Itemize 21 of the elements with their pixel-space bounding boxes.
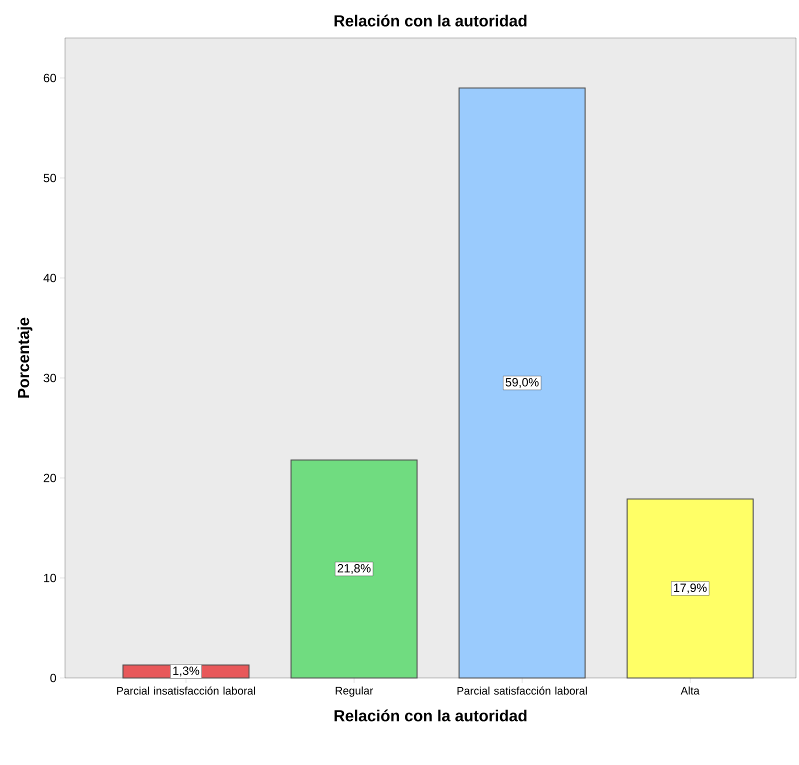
y-tick-label: 0 bbox=[50, 674, 56, 682]
x-tick-label: Parcial satisfacción laboral bbox=[458, 686, 587, 695]
bar bbox=[626, 498, 754, 678]
y-tick-label: 50 bbox=[44, 174, 56, 182]
bar bbox=[290, 459, 418, 678]
y-tick-label: 10 bbox=[44, 574, 56, 582]
chart-title: Relación con la autoridad bbox=[334, 14, 526, 26]
x-axis-title: Relación con la autoridad bbox=[334, 710, 526, 722]
y-tick-label: 60 bbox=[44, 74, 56, 82]
bar bbox=[458, 87, 586, 678]
y-tick-label: 40 bbox=[43, 274, 56, 282]
y-tick-label: 30 bbox=[44, 374, 56, 382]
data-label: 59,0% bbox=[506, 378, 539, 388]
y-tick-label: 20 bbox=[44, 474, 56, 482]
x-tick-label: Parcial insatisfacción laboral bbox=[117, 686, 255, 695]
data-label: 1,3% bbox=[173, 666, 200, 676]
y-axis-title: Porcentaje bbox=[17, 318, 32, 398]
data-label: 17,9% bbox=[674, 584, 707, 594]
x-tick-label: Alta bbox=[680, 686, 700, 695]
data-label: 21,8% bbox=[338, 564, 371, 574]
x-tick-label: Regular bbox=[336, 686, 374, 697]
